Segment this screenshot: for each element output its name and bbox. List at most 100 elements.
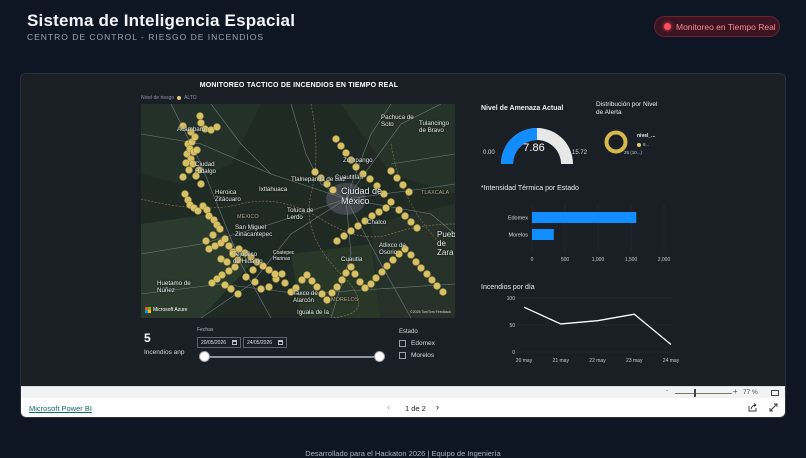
map-legend-title: Nivel de riesgo <box>141 95 175 101</box>
fire-hotspot <box>375 208 383 216</box>
fire-hotspot <box>287 288 295 296</box>
fire-hotspot <box>221 235 229 243</box>
map-legend-item: ALTO <box>184 95 197 101</box>
microsoft-logo-icon <box>145 307 151 313</box>
app-title: Sistema de Inteligencia Espacial <box>27 11 296 30</box>
gauge-max-label: 15.72 <box>572 150 588 156</box>
fire-hotspot <box>368 212 376 220</box>
fire-hotspot <box>407 218 415 226</box>
daily-fires-line-chart[interactable]: 0 50 100 20 may 21 may 22 may 23 may 24 may <box>481 292 681 364</box>
end-date-input[interactable]: 24/05/2026 <box>243 337 287 348</box>
checkbox[interactable] <box>399 352 406 359</box>
report-footer-bar: Microsoft Power BI ‹ 1 de 2 › <box>21 398 785 417</box>
fire-hotspot <box>342 149 350 157</box>
fire-hotspot <box>257 285 265 293</box>
next-page-icon[interactable]: › <box>436 402 439 412</box>
map-canvas[interactable] <box>141 104 455 318</box>
category-label: Morelos <box>508 233 528 239</box>
donut-svg <box>604 130 628 154</box>
date-range-end-handle[interactable] <box>373 351 385 362</box>
map-place-label: MÉXICO <box>237 214 259 220</box>
end-date-value: 24/05/2026 <box>247 339 273 346</box>
checkbox[interactable] <box>399 340 406 347</box>
fire-hotspot <box>399 181 407 189</box>
bar-chart-svg: 0 500 1,000 1,500 2,000 Edomex Morelos <box>508 205 670 263</box>
y-tick-label: 100 <box>507 296 516 302</box>
fire-hotspot <box>373 182 381 190</box>
fire-hotspot <box>380 190 388 198</box>
fire-hotspot <box>218 271 226 279</box>
calendar-icon[interactable] <box>278 340 283 345</box>
fire-hotspot <box>253 258 261 266</box>
line-chart-svg: 0 50 100 20 may 21 may 22 may 23 may 24 may <box>507 296 680 364</box>
zoom-slider[interactable] <box>675 393 732 394</box>
fire-hotspot <box>387 167 395 175</box>
fire-hotspot <box>352 163 360 171</box>
fire-hotspot <box>227 285 235 293</box>
fire-hotspot <box>223 258 231 266</box>
incident-map[interactable]: Acámbaro Pachuca de Soto Tulancingo de B… <box>141 104 455 318</box>
fire-hotspot <box>323 180 331 188</box>
share-icon[interactable] <box>748 403 757 412</box>
fire-hotspot <box>197 119 205 127</box>
start-date-input[interactable]: 20/05/2026 <box>197 337 241 348</box>
zoom-in-button[interactable]: + <box>733 387 738 396</box>
app-subtitle: CENTRO DE CONTROL - RIESGO DE INCENDIOS <box>27 32 265 42</box>
date-range-start-handle[interactable] <box>198 351 210 362</box>
previous-page-icon[interactable]: ‹ <box>387 402 390 412</box>
fire-hotspot <box>329 186 337 194</box>
fire-hotspot <box>202 237 210 245</box>
x-tick-label: 20 may <box>516 358 533 364</box>
fire-hotspot <box>433 282 441 290</box>
fullscreen-icon[interactable] <box>769 403 778 412</box>
fire-hotspot <box>401 245 409 253</box>
fire-hotspot <box>179 122 187 130</box>
map-credit[interactable]: ©2026 TomTom Feedback <box>410 310 451 314</box>
fire-hotspot <box>313 283 321 291</box>
date-range-track[interactable] <box>204 356 379 358</box>
fire-hotspot <box>311 168 319 176</box>
thermal-bar-chart[interactable]: 0 500 1,000 1,500 2,000 Edomex Morelos <box>481 199 671 269</box>
start-date-value: 20/05/2026 <box>201 339 227 346</box>
fire-hotspot <box>242 273 250 281</box>
threat-gauge[interactable] <box>489 118 585 168</box>
fire-hotspot <box>241 249 249 257</box>
fire-hotspot <box>395 206 403 214</box>
fire-hotspot <box>417 264 425 272</box>
map-provider-label: Microsoft Azure <box>153 307 188 313</box>
gauge-min-label: 0.00 <box>483 150 495 156</box>
calendar-icon[interactable] <box>232 340 237 345</box>
map-place-label: Pachuca de Soto <box>381 114 414 128</box>
state-option-edomex[interactable]: Edomex <box>399 340 435 347</box>
powerbi-link[interactable]: Microsoft Power BI <box>29 404 92 413</box>
fire-hotspot <box>182 159 190 167</box>
map-place-label: Ciudad de México <box>341 186 383 206</box>
map-provider-logo: Microsoft Azure <box>145 307 187 313</box>
fit-to-page-icon[interactable] <box>771 390 779 396</box>
fire-hotspot <box>192 172 200 180</box>
fire-hotspot <box>303 271 311 279</box>
map-place-label: Cuautitlán <box>335 174 363 181</box>
donut-data-label: 25 (10...) <box>624 150 643 155</box>
fire-hotspot <box>407 251 415 259</box>
map-place-label: San Miguel Zinacantepec <box>235 224 273 238</box>
fire-hotspot <box>213 275 221 283</box>
map-place-label: Puebla de Zara <box>437 230 455 257</box>
zoom-slider-thumb[interactable] <box>693 389 696 397</box>
map-place-label: Iguala de la <box>297 309 329 316</box>
fire-hotspot <box>265 283 273 291</box>
fire-hotspot <box>328 289 336 297</box>
fire-hotspot <box>428 276 436 284</box>
fire-hotspot <box>387 198 395 206</box>
line-chart-title: Incendios por día <box>481 284 535 291</box>
zoom-out-button[interactable]: - <box>666 388 669 395</box>
fire-hotspot <box>179 173 187 181</box>
state-option-morelos[interactable]: Morelos <box>399 352 434 359</box>
alert-donut-chart[interactable] <box>604 130 628 154</box>
fire-hotspot <box>347 227 355 235</box>
fire-hotspot <box>367 280 375 288</box>
fire-hotspot <box>361 284 369 292</box>
map-place-label: Zumpango <box>343 157 373 164</box>
hotspot-layer <box>179 112 447 304</box>
fire-hotspot <box>225 242 233 250</box>
